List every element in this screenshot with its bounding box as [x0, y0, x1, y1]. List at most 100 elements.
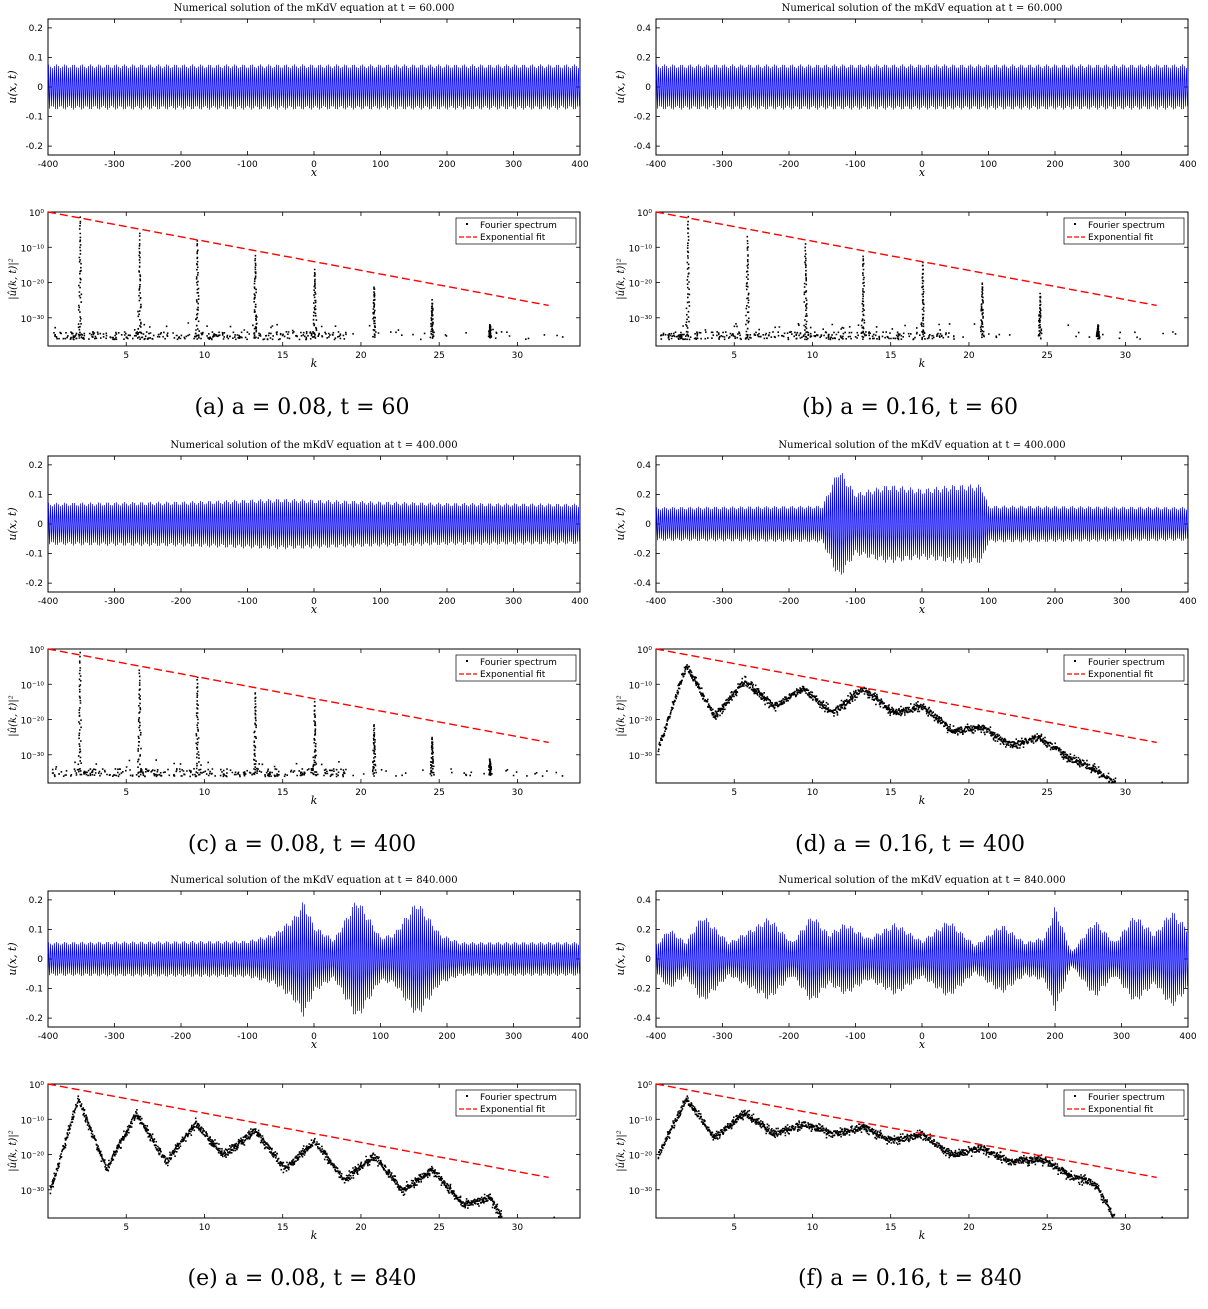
spectrum-plot: 5 10 15 20 25 30 10⁰ 10⁻¹⁰ 10⁻²⁰ 10⁻³⁰ k |û(k, t)|²…: [616, 1081, 1189, 1242]
wave-series: [655, 907, 1189, 1012]
legend-box: [455, 654, 577, 682]
spectrum-ylabel: |û(k, t)|²: [616, 258, 627, 299]
wave-series: [655, 64, 1189, 110]
spectrum-ytick-label: 10⁻¹⁰: [21, 244, 45, 254]
wave-xtick-label: -100: [845, 597, 866, 607]
spectrum-ylabel: |û(k, t)|²: [616, 1130, 627, 1171]
panel-e-plots: Numerical solution of the mKdV equation …: [6, 875, 589, 1242]
wave-series: [655, 473, 1189, 575]
spectrum-xtick-label: 20: [355, 1223, 367, 1233]
spectrum-plot: 5 10 15 20 25 30 10⁰ 10⁻¹⁰ 10⁻²⁰ 10⁻³⁰ k |û(k, t)|²…: [616, 646, 1189, 807]
wave-xtick-label: 300: [505, 597, 522, 607]
spectrum-plot: 5 10 15 20 25 30 10⁰ 10⁻¹⁰ 10⁻²⁰ 10⁻³⁰ k |û(k, t)|²…: [8, 1081, 581, 1242]
wave-xtick-label: 400: [1179, 1032, 1196, 1042]
spectrum-xlabel: k: [311, 357, 318, 370]
spectrum-ytick-label: 10⁻¹⁰: [629, 244, 653, 254]
spectrum-xtick-label: 15: [277, 788, 288, 798]
wave-xtick-label: -400: [38, 160, 59, 170]
panel-b-plots: Numerical solution of the mKdV equation …: [614, 3, 1197, 370]
wave-title: Numerical solution of the mKdV equation …: [170, 440, 457, 451]
wave-ytick-label: -0.1: [25, 550, 43, 560]
spectrum-ytick-label: 10⁻²⁰: [21, 280, 45, 290]
wave-xtick-label: -300: [712, 1032, 733, 1042]
legend-box: [1063, 217, 1185, 245]
spectrum-ylabel: |û(k, t)|²: [8, 1130, 19, 1171]
spectrum-dots: [49, 1095, 556, 1219]
wave-ylabel: u(x, t): [614, 942, 627, 975]
spectrum-xtick-label: 10: [199, 351, 211, 361]
spectrum-xtick-label: 25: [1041, 788, 1052, 798]
legend-dot-marker: [1074, 1095, 1076, 1097]
spectrum-xtick-label: 15: [885, 788, 896, 798]
spectrum-xtick-label: 20: [963, 788, 975, 798]
spectrum-ytick-label: 10⁻¹⁰: [21, 1116, 45, 1126]
wave-xtick-label: -400: [646, 1032, 667, 1042]
wave-xtick-label: 400: [1179, 160, 1196, 170]
legend-fit-label: Exponential fit: [1088, 670, 1154, 680]
exponential-fit-line: [47, 1083, 549, 1179]
legend-fit-label: Exponential fit: [1088, 1105, 1154, 1115]
wave-ytick-label: 0.1: [29, 925, 43, 935]
wave-xtick-label: -400: [646, 597, 667, 607]
wave-ytick-label: 0.2: [637, 490, 651, 500]
wave-xtick-label: 0: [311, 597, 317, 607]
wave-xtick-label: 300: [1113, 160, 1130, 170]
spectrum-xtick-label: 20: [963, 351, 975, 361]
spectrum-xtick-label: 30: [1120, 351, 1132, 361]
wave-xtick-label: -300: [104, 597, 125, 607]
legend-box: [1063, 1089, 1185, 1117]
legend-dot-marker: [1074, 660, 1076, 662]
wave-ylabel: u(x, t): [614, 70, 627, 103]
spectrum-plot: 5 10 15 20 25 30 10⁰ 10⁻¹⁰ 10⁻²⁰ 10⁻³⁰ k |û(k, t)|²…: [8, 209, 581, 370]
wave-xtick-label: -100: [845, 1032, 866, 1042]
caption-d: (d) a = 0.16, t = 400: [794, 832, 1025, 857]
spectrum-ytick-label: 10⁻³⁰: [21, 752, 45, 762]
wave-xtick-label: 200: [438, 160, 455, 170]
panel-f: Numerical solution of the mKdV equation …: [608, 874, 1208, 1309]
wave-ytick-label: 0.2: [637, 925, 651, 935]
wave-xtick-label: 200: [438, 597, 455, 607]
wave-xtick-label: 200: [1046, 160, 1063, 170]
caption-e: (e) a = 0.08, t = 840: [187, 1266, 417, 1291]
spectrum-ytick-label: 10⁰: [637, 646, 652, 656]
wave-xtick-label: 0: [311, 160, 317, 170]
wave-ytick-label: 0: [37, 520, 43, 530]
wave-xtick-label: 100: [980, 160, 997, 170]
wave-ytick-label: 0.2: [637, 53, 651, 63]
wave-ytick-label: 0.1: [29, 490, 43, 500]
legend-dot-marker: [466, 660, 468, 662]
wave-title: Numerical solution of the mKdV equation …: [778, 440, 1065, 451]
panel-a-plots: Numerical solution of the mKdV equation …: [6, 3, 589, 370]
wave-xtick-label: -400: [38, 597, 59, 607]
spectrum-ytick-label: 10⁻²⁰: [629, 280, 653, 290]
wave-xtick-label: 0: [919, 597, 925, 607]
spectrum-ylabel: |û(k, t)|²: [8, 695, 19, 736]
wave-ytick-label: 0.2: [29, 896, 43, 906]
panel-d: Numerical solution of the mKdV equation …: [608, 437, 1208, 872]
wave-xlabel: x: [919, 166, 926, 179]
spectrum-xtick-label: 5: [731, 788, 737, 798]
wave-xtick-label: -200: [779, 160, 800, 170]
spectrum-xlabel: k: [919, 1229, 926, 1242]
wave-xlabel: x: [311, 166, 318, 179]
exponential-fit-line: [655, 211, 1157, 307]
wave-ytick-label: -0.2: [633, 550, 651, 560]
wave-xtick-label: 100: [372, 1032, 389, 1042]
legend-dot-marker: [466, 223, 468, 225]
wave-xtick-label: -200: [779, 1032, 800, 1042]
wave-xtick-label: 400: [571, 1032, 588, 1042]
wave-xtick-label: 100: [372, 597, 389, 607]
spectrum-xtick-label: 10: [807, 788, 819, 798]
wave-ytick-label: 0.4: [637, 24, 652, 34]
wave-xtick-label: 100: [980, 1032, 997, 1042]
wave-xtick-label: 400: [571, 160, 588, 170]
legend-spectrum-label: Fourier spectrum: [480, 658, 557, 668]
wave-xtick-label: -100: [237, 597, 258, 607]
wave-ylabel: u(x, t): [614, 507, 627, 540]
spectrum-xtick-label: 25: [1041, 1223, 1052, 1233]
legend-spectrum-label: Fourier spectrum: [1088, 658, 1165, 668]
spectrum-xlabel: k: [919, 794, 926, 807]
spectrum-ytick-label: 10⁻¹⁰: [21, 681, 45, 691]
wave-xtick-label: 300: [1113, 1032, 1130, 1042]
wave-title: Numerical solution of the mKdV equation …: [174, 3, 455, 14]
